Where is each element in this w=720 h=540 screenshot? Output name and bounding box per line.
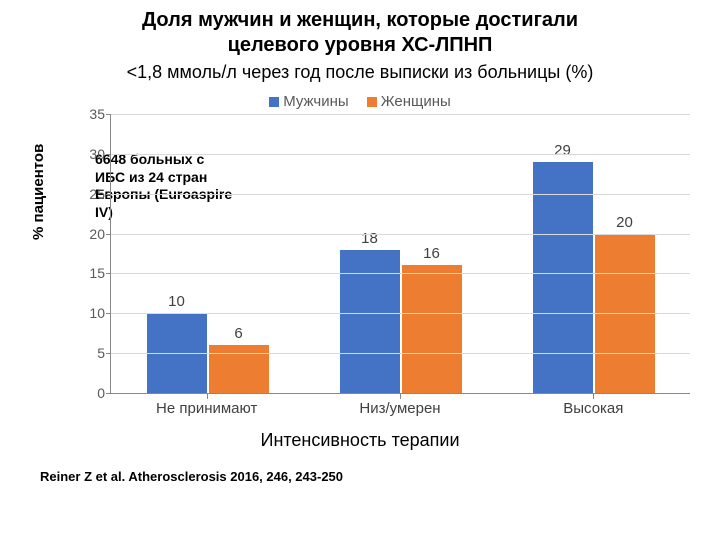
bar-value-label: 16 (423, 245, 440, 262)
y-axis-label: % пациентов (30, 144, 47, 240)
x-ticks: Не принимаютНиз/умеренВысокая (110, 394, 690, 424)
x-axis-label: Интенсивность терапии (0, 430, 720, 451)
x-tick-label: Высокая (497, 394, 690, 424)
bar-value-label: 18 (361, 230, 378, 247)
bar: 16 (402, 265, 462, 393)
x-tick-label: Низ/умерен (303, 394, 496, 424)
gridline (111, 234, 690, 235)
gridline (111, 313, 690, 314)
legend-item-women: Женщины (367, 93, 451, 110)
title-block: Доля мужчин и женщин, которые достигали … (0, 0, 720, 60)
y-tick-mark (106, 194, 111, 195)
chart: 10618162920 05101520253035 Не принимаютН… (70, 114, 690, 424)
gridline (111, 154, 690, 155)
title-line-1: Доля мужчин и женщин, которые достигали (40, 8, 680, 33)
bar: 29 (533, 162, 593, 393)
legend-label-men: Мужчины (283, 93, 348, 110)
y-tick-mark (106, 154, 111, 155)
bar-groups: 10618162920 (111, 114, 690, 393)
gridline (111, 273, 690, 274)
y-tick-mark (106, 273, 111, 274)
legend-label-women: Женщины (381, 93, 451, 110)
citation: Reiner Z et al. Atherosclerosis 2016, 24… (40, 469, 720, 484)
bar-value-label: 10 (168, 293, 185, 310)
bar-group: 29 20 (497, 114, 690, 393)
bar-value-label: 6 (234, 325, 242, 342)
bar-value-label: 29 (554, 142, 571, 159)
legend-item-men: Мужчины (269, 93, 348, 110)
subtitle: <1,8 ммоль/л через год после выписки из … (0, 62, 720, 83)
y-tick-mark (106, 114, 111, 115)
gridline (111, 114, 690, 115)
bar-group: 1816 (304, 114, 497, 393)
y-tick-mark (106, 234, 111, 235)
bar: 18 (340, 250, 400, 393)
plot-area: 10618162920 05101520253035 (110, 114, 690, 394)
gridline (111, 353, 690, 354)
y-tick-mark (106, 353, 111, 354)
bar-value-label: 20 (616, 214, 633, 231)
legend-swatch-women (367, 97, 377, 107)
title-line-2: целевого уровня ХС-ЛПНП (40, 33, 680, 58)
bar-group: 10 6 (111, 114, 304, 393)
gridline (111, 194, 690, 195)
y-tick-mark (106, 313, 111, 314)
legend-swatch-men (269, 97, 279, 107)
x-tick-label: Не принимают (110, 394, 303, 424)
